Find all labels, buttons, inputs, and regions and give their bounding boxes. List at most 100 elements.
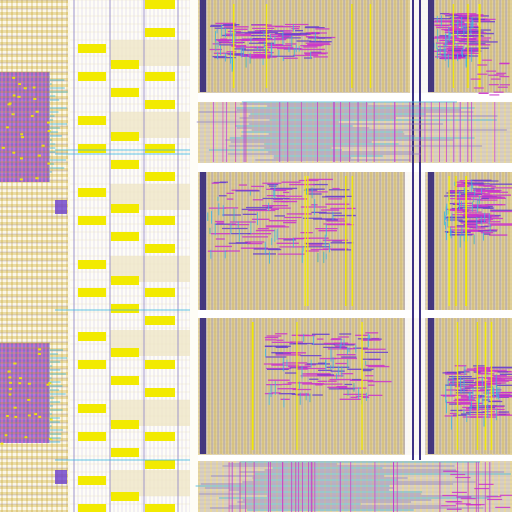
macro-pin	[48, 437, 52, 440]
left-connector-block	[55, 200, 67, 214]
macro-pin	[19, 377, 23, 380]
fill-marker	[111, 448, 139, 457]
cell-row	[0, 450, 68, 453]
macro-pin	[38, 415, 42, 418]
horizontal-channel	[195, 93, 512, 102]
fill-marker	[78, 44, 106, 53]
cell-row	[0, 240, 68, 243]
fill-column	[55, 0, 195, 512]
cell-row	[0, 480, 68, 483]
fill-marker	[145, 432, 175, 441]
cell-row	[0, 468, 68, 471]
cell-row	[0, 276, 68, 279]
macro-pin	[1, 146, 5, 149]
cell-row	[0, 462, 68, 465]
fill-marker	[111, 348, 139, 357]
fill-marker	[145, 388, 175, 397]
macro-pin	[23, 87, 27, 90]
macro-pin	[18, 382, 22, 385]
fill-marker	[78, 144, 106, 153]
cell-row	[0, 36, 68, 39]
tap-column	[428, 318, 434, 454]
macro-pin	[18, 83, 22, 86]
horizontal-channel	[195, 310, 512, 318]
macro-pin	[11, 113, 15, 116]
cell-row	[0, 318, 68, 321]
macro-pin	[47, 130, 51, 133]
macro-pin	[37, 352, 41, 355]
cell-row	[0, 198, 68, 201]
macro-pin	[20, 133, 24, 136]
cell-row	[0, 18, 68, 21]
horizontal-channel	[195, 455, 512, 461]
core-block-r2c2	[427, 172, 512, 310]
cell-row	[0, 306, 68, 309]
fill-marker	[145, 144, 175, 153]
cell-row	[0, 492, 68, 495]
cell-row	[0, 192, 68, 195]
cell-row	[0, 24, 68, 27]
cell-row	[0, 330, 68, 333]
macro-pin	[41, 144, 45, 147]
macro-pin	[7, 103, 11, 106]
macro-pin	[7, 370, 11, 373]
cell-row	[0, 282, 68, 285]
cell-row	[0, 42, 68, 45]
macro-pin	[49, 418, 53, 421]
left-cell-column	[0, 0, 68, 512]
macro-pin	[33, 97, 37, 100]
routing-bands	[195, 59, 512, 512]
core-block-r1c2	[427, 0, 512, 92]
macro-pin	[13, 362, 17, 365]
fill-marker	[111, 132, 139, 141]
cell-row	[0, 264, 68, 267]
fill-marker	[145, 460, 175, 469]
fill-marker	[111, 304, 139, 313]
cell-row	[0, 288, 68, 291]
tap-column	[200, 318, 206, 454]
cell-row	[0, 0, 68, 3]
fill-marker	[145, 288, 175, 297]
core-block-r3c2	[427, 318, 512, 454]
fill-marker	[111, 276, 139, 285]
fill-marker	[145, 72, 175, 81]
cell-row	[0, 204, 68, 207]
fill-marker	[145, 360, 175, 369]
fill-marker	[145, 0, 175, 9]
fill-marker	[145, 28, 175, 37]
tap-column	[200, 0, 206, 92]
cell-row	[0, 300, 68, 303]
cell-row	[0, 336, 68, 339]
macro-pin	[8, 388, 12, 391]
cell-row	[0, 210, 68, 213]
cell-row	[0, 222, 68, 225]
macro-pin	[8, 381, 12, 384]
fill-marker	[78, 404, 106, 413]
macro-pin	[12, 76, 16, 79]
macro-pin	[0, 442, 4, 445]
macro-pin	[19, 157, 23, 160]
macro-pin	[37, 154, 41, 157]
cell-row	[0, 324, 68, 327]
macro-pin	[14, 415, 18, 418]
core-area	[194, 0, 512, 512]
macro-pin	[27, 382, 31, 385]
tap-column	[200, 172, 206, 310]
cell-row	[0, 228, 68, 231]
fill-marker	[78, 260, 106, 269]
cell-row	[0, 6, 68, 9]
cell-row	[0, 30, 68, 33]
cell-row	[0, 186, 68, 189]
macro-pin	[34, 413, 38, 416]
fill-marker	[111, 376, 139, 385]
cell-row	[0, 486, 68, 489]
fill-band	[110, 470, 190, 496]
macro-pin	[4, 434, 8, 437]
fill-marker	[145, 504, 175, 512]
left-macro-bottom	[0, 342, 53, 445]
fill-marker	[111, 160, 139, 169]
fill-marker	[145, 100, 175, 109]
cell-row	[0, 234, 68, 237]
